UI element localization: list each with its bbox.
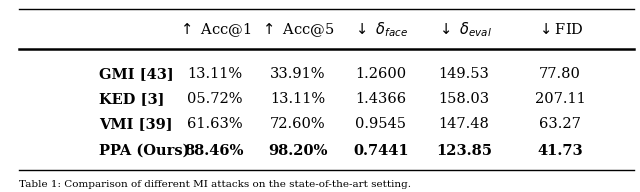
Text: 05.72%: 05.72% (187, 92, 242, 106)
Text: 13.11%: 13.11% (187, 67, 242, 81)
Text: $\uparrow$ Acc@1: $\uparrow$ Acc@1 (178, 21, 251, 39)
Text: 1.4366: 1.4366 (355, 92, 406, 106)
Text: $\downarrow$FID: $\downarrow$FID (536, 22, 584, 37)
Text: 207.11: 207.11 (534, 92, 586, 106)
Text: 1.2600: 1.2600 (355, 67, 406, 81)
Text: VMI [39]: VMI [39] (99, 117, 173, 131)
Text: 88.46%: 88.46% (185, 144, 244, 158)
Text: 63.27: 63.27 (539, 117, 581, 131)
Text: 77.80: 77.80 (539, 67, 581, 81)
Text: 98.20%: 98.20% (268, 144, 327, 158)
Text: 123.85: 123.85 (436, 144, 492, 158)
Text: KED [3]: KED [3] (99, 92, 164, 106)
Text: $\downarrow$ $\delta_{face}$: $\downarrow$ $\delta_{face}$ (353, 20, 408, 39)
Text: 149.53: 149.53 (438, 67, 490, 81)
Text: PPA (Ours): PPA (Ours) (99, 144, 189, 158)
Text: 13.11%: 13.11% (270, 92, 325, 106)
Text: 0.7441: 0.7441 (353, 144, 408, 158)
Text: 41.73: 41.73 (537, 144, 583, 158)
Text: $\downarrow$ $\delta_{eval}$: $\downarrow$ $\delta_{eval}$ (436, 20, 492, 39)
Text: GMI [43]: GMI [43] (99, 67, 174, 81)
Text: 61.63%: 61.63% (187, 117, 242, 131)
Text: Table 1: Comparison of different MI attacks on the state-of-the-art setting.: Table 1: Comparison of different MI atta… (19, 180, 412, 189)
Text: 158.03: 158.03 (438, 92, 490, 106)
Text: 33.91%: 33.91% (270, 67, 325, 81)
Text: 72.60%: 72.60% (270, 117, 325, 131)
Text: 147.48: 147.48 (438, 117, 490, 131)
Text: $\uparrow$ Acc@5: $\uparrow$ Acc@5 (260, 21, 335, 39)
Text: 0.9545: 0.9545 (355, 117, 406, 131)
